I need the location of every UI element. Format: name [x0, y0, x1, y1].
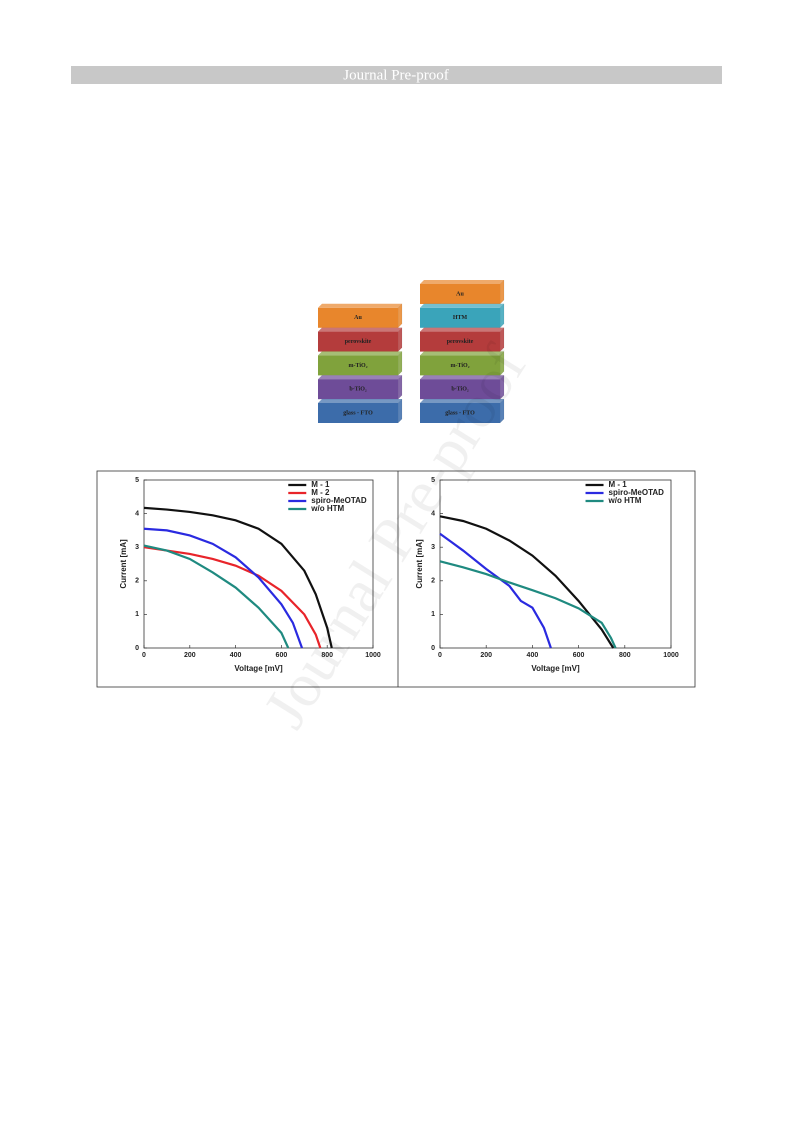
layer — [420, 284, 500, 304]
y-tick-label: 3 — [431, 544, 435, 551]
x-tick-label: 800 — [619, 652, 631, 659]
y-tick-label: 2 — [431, 578, 435, 585]
y-tick-label: 5 — [431, 477, 435, 484]
series-line — [439, 515, 615, 649]
y-tick-label: 5 — [135, 477, 139, 484]
layer-top — [420, 280, 504, 284]
y-tick-label: 0 — [135, 645, 139, 652]
y-axis-label: Current [mA] — [119, 539, 128, 589]
x-tick-label: 400 — [230, 652, 242, 659]
y-tick-label: 0 — [431, 645, 435, 652]
layer-side — [499, 303, 505, 329]
layer-top — [420, 303, 504, 308]
layer-top — [420, 327, 504, 332]
x-tick-label: 600 — [573, 652, 585, 659]
layer-label: Au — [354, 315, 362, 321]
layer-top — [420, 351, 504, 356]
layer — [318, 355, 398, 376]
layer-top — [318, 327, 402, 332]
layer-top — [318, 351, 402, 356]
layer-label: m-TiO₂ — [348, 363, 367, 369]
header-bar — [71, 66, 722, 84]
x-tick-label: 600 — [276, 652, 288, 659]
x-tick-label: 800 — [321, 652, 333, 659]
x-tick-label: 400 — [527, 652, 539, 659]
x-tick-label: 1000 — [365, 652, 381, 659]
layer-top — [420, 375, 504, 380]
layer — [318, 331, 398, 352]
x-tick-label: 200 — [480, 652, 492, 659]
layer-side — [397, 374, 403, 400]
plot-frame — [439, 479, 672, 649]
layer-label: b-TiO₂ — [451, 387, 469, 393]
layer-label: glass - FTO — [343, 410, 373, 416]
layer-side — [397, 351, 403, 376]
legend-label: M - 1 — [311, 480, 330, 489]
legend-label: M - 2 — [311, 488, 330, 497]
plot-frame — [143, 479, 374, 649]
series-line — [143, 544, 290, 649]
legend-label: w/o HTM — [310, 504, 344, 513]
x-tick-label: 0 — [142, 652, 146, 659]
layer-side — [397, 327, 403, 352]
y-tick-label: 4 — [431, 510, 435, 517]
y-tick-label: 2 — [135, 578, 139, 585]
y-tick-label: 4 — [135, 510, 139, 517]
layer-label: HTM — [453, 315, 468, 321]
layer-label: Au — [456, 291, 464, 297]
header-title: Journal Pre-proof — [343, 67, 448, 83]
legend-label: spiro-MeOTAD — [609, 488, 665, 497]
layer — [318, 379, 398, 400]
layer-label: m-TiO₂ — [450, 363, 469, 369]
diagram: Au perovskite m-TiO₂ b-TiO₂ glass - FTO Au HTM… — [318, 279, 505, 424]
series-line — [439, 532, 552, 649]
layer-label: perovskite — [345, 339, 372, 345]
figure-frame — [96, 470, 696, 688]
layer-top — [318, 303, 402, 308]
y-axis-label: Current [mA] — [415, 539, 424, 589]
layer-top — [318, 399, 402, 403]
layer-side — [397, 398, 403, 424]
layer-side — [397, 303, 403, 329]
layer-label: glass - FTO — [445, 410, 475, 416]
layer — [318, 307, 398, 328]
x-tick-label: 200 — [184, 652, 196, 659]
x-tick-label: 1000 — [663, 652, 679, 659]
layer — [420, 379, 500, 400]
x-axis-label: Voltage [mV] — [531, 664, 580, 673]
layer — [420, 331, 500, 352]
series-line — [143, 527, 304, 649]
layer-top — [318, 375, 402, 380]
x-axis-label: Voltage [mV] — [234, 664, 283, 673]
layer — [420, 403, 500, 423]
series-line — [143, 546, 322, 649]
legend-label: w/o HTM — [608, 496, 642, 505]
layer-label: perovskite — [447, 339, 474, 345]
series-line — [439, 560, 617, 649]
layer-top — [420, 399, 504, 403]
series-line — [143, 506, 333, 649]
layer — [420, 307, 500, 328]
y-tick-label: 1 — [431, 611, 435, 618]
x-tick-label: 0 — [438, 652, 442, 659]
y-tick-label: 1 — [135, 611, 139, 618]
y-tick-label: 3 — [135, 544, 139, 551]
layer — [318, 403, 398, 423]
layer-side — [499, 279, 505, 305]
legend-label: M - 1 — [609, 480, 628, 489]
layer — [420, 355, 500, 376]
layer-label: b-TiO₂ — [349, 387, 367, 393]
legend-label: spiro-MeOTAD — [311, 496, 367, 505]
